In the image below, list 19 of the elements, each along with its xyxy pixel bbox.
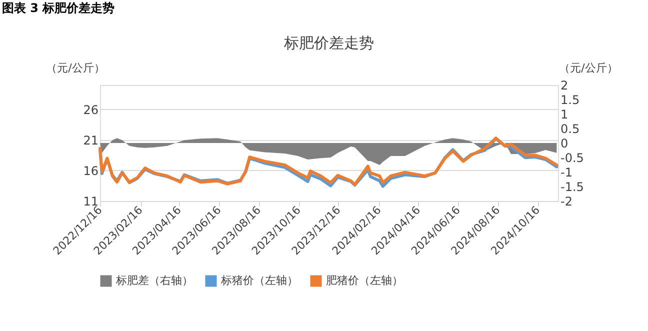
y2-tick-label: -2 [560,194,572,208]
y2-tick-label: -1.5 [560,180,584,194]
legend-label: 标肥差（右轴） [115,274,193,287]
y2-tick-label: 0 [560,136,568,150]
chart-title: 标肥价差走势 [283,34,374,52]
y2-tick-label: 0.5 [560,122,580,136]
y-axis-title: （元/公斤） [46,62,105,74]
y-tick-label: 16 [83,164,98,178]
y2-tick-label: -0.5 [560,151,584,165]
legend-label: 肥猪价（左轴） [326,274,403,287]
text: 图表 3 标肥价差走势 [2,1,115,15]
legend-label: 标猪价（左轴） [220,274,298,287]
y2-axis-title: （元/公斤） [559,62,618,74]
y2-tick-label: 2 [560,78,568,92]
y-tick-label: 21 [83,133,98,148]
y2-tick-label: -1 [560,166,572,180]
y-tick-label: 26 [83,102,98,117]
y2-tick-label: 1.5 [560,93,580,107]
y2-tick-label: 1 [560,108,568,122]
